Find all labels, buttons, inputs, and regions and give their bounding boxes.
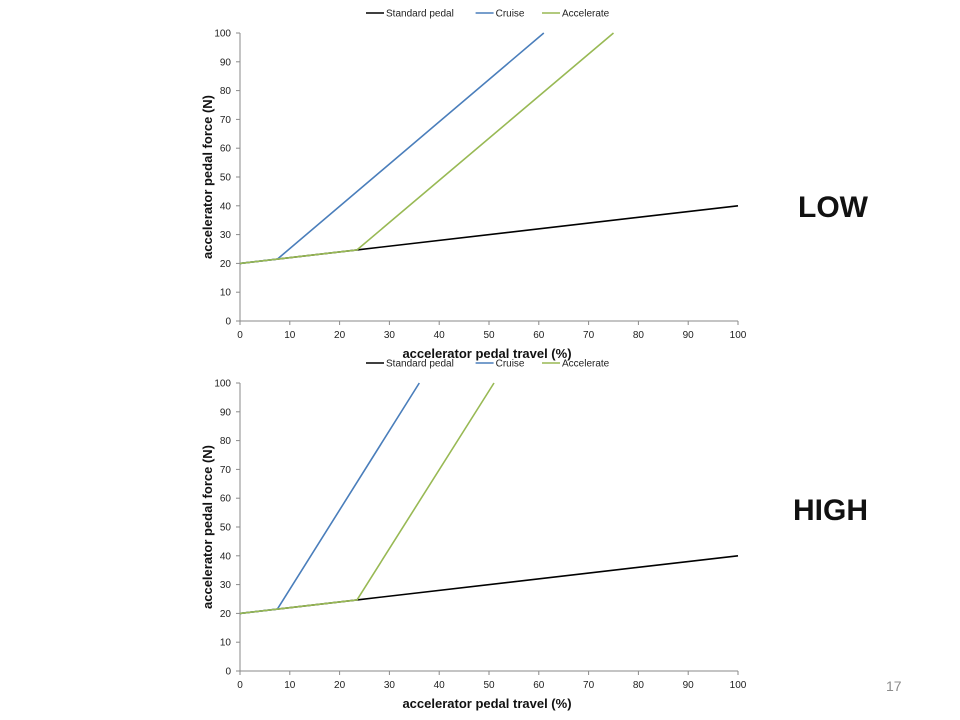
x-tick-label: 60: [533, 680, 545, 691]
x-tick-label: 20: [334, 330, 346, 341]
x-tick-label: 10: [284, 330, 296, 341]
legend-label: Standard pedal: [386, 9, 454, 20]
x-tick-label: 70: [583, 680, 595, 691]
y-tick-label: 30: [220, 580, 232, 591]
y-tick-label: 10: [220, 288, 232, 299]
y-tick-label: 90: [220, 407, 232, 418]
y-tick-label: 50: [220, 523, 232, 534]
legend-label: Cruise: [496, 359, 525, 370]
legend-label: Cruise: [496, 9, 525, 20]
x-axis-title: accelerator pedal travel (%): [402, 346, 571, 361]
x-tick-label: 30: [384, 680, 396, 691]
x-tick-label: 40: [434, 680, 446, 691]
series-line-accelerate: [239, 32, 615, 265]
series-line-cruise: [239, 382, 420, 615]
x-tick-label: 90: [683, 330, 695, 341]
x-tick-label: 100: [730, 330, 747, 341]
x-tick-label: 40: [434, 330, 446, 341]
series-line-accelerate: [239, 382, 495, 615]
y-tick-label: 20: [220, 259, 232, 270]
y-tick-label: 40: [220, 201, 232, 212]
x-tick-label: 0: [237, 330, 243, 341]
y-tick-label: 60: [220, 494, 232, 505]
x-tick-label: 80: [633, 330, 645, 341]
y-tick-label: 70: [220, 115, 232, 126]
x-tick-label: 0: [237, 680, 243, 691]
y-tick-label: 80: [220, 436, 232, 447]
y-tick-label: 0: [225, 667, 231, 678]
x-tick-label: 60: [533, 330, 545, 341]
x-axis-title: accelerator pedal travel (%): [402, 696, 571, 711]
chart-low: 0 10 20 30 40 50 60 70 80 90 100 0 10 20 30 40 50 60 70 80 9…: [200, 9, 747, 362]
y-tick-label: 50: [220, 173, 232, 184]
x-tick-label: 90: [683, 680, 695, 691]
x-tick-label: 100: [730, 680, 747, 691]
y-axis-title: accelerator pedal force (N): [200, 445, 215, 609]
low-label: LOW: [798, 191, 868, 224]
y-tick-label: 90: [220, 57, 232, 68]
x-tick-label: 30: [384, 330, 396, 341]
series-line-cruise: [239, 32, 545, 265]
y-tick-label: 30: [220, 230, 232, 241]
y-tick-label: 0: [225, 317, 231, 328]
page-number: 17: [886, 678, 902, 694]
legend-label: Accelerate: [562, 9, 610, 20]
y-tick-label: 70: [220, 465, 232, 476]
y-axis-title: accelerator pedal force (N): [200, 95, 215, 259]
y-tick-label: 10: [220, 638, 232, 649]
y-tick-label: 40: [220, 551, 232, 562]
chart-high: 0 10 20 30 40 50 60 70 80 90 100 0 10 20 30 40 50 60 70 80 9…: [200, 359, 747, 712]
legend-label: Accelerate: [562, 359, 610, 370]
x-tick-label: 50: [483, 330, 495, 341]
y-tick-label: 20: [220, 609, 232, 620]
x-tick-label: 20: [334, 680, 346, 691]
y-tick-label: 80: [220, 86, 232, 97]
y-tick-label: 100: [214, 379, 231, 390]
y-tick-label: 100: [214, 29, 231, 40]
x-tick-label: 50: [483, 680, 495, 691]
x-tick-label: 10: [284, 680, 296, 691]
y-tick-label: 60: [220, 144, 232, 155]
high-label: HIGH: [793, 494, 868, 527]
x-tick-label: 80: [633, 680, 645, 691]
legend-label: Standard pedal: [386, 359, 454, 370]
x-tick-label: 70: [583, 330, 595, 341]
